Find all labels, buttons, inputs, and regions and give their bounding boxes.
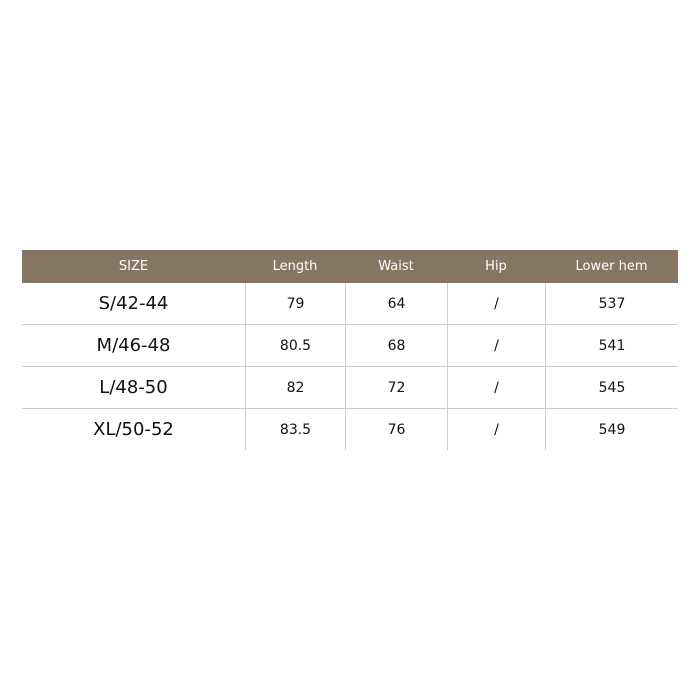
- size-chart-table: SIZE Length Waist Hip Lower hem S/42-44 7…: [22, 250, 678, 450]
- cell-length: 82: [245, 367, 345, 408]
- table-header: SIZE Length Waist Hip Lower hem: [22, 250, 678, 283]
- cell-waist: 76: [345, 409, 447, 450]
- header-waist: Waist: [378, 259, 414, 274]
- cell-lower-hem: 545: [545, 367, 678, 408]
- cell-lower-hem: 549: [545, 409, 678, 450]
- cell-length: 79: [245, 283, 345, 324]
- cell-lower-hem: 537: [545, 283, 678, 324]
- cell-waist: 64: [345, 283, 447, 324]
- header-hip: Hip: [485, 259, 507, 274]
- cell-lower-hem: 541: [545, 325, 678, 366]
- cell-size: XL/50-52: [93, 419, 174, 440]
- cell-size: L/48-50: [99, 377, 168, 398]
- cell-waist: 68: [345, 325, 447, 366]
- cell-hip: /: [447, 325, 545, 366]
- cell-length: 83.5: [245, 409, 345, 450]
- table-row: XL/50-52 83.5 76/549: [22, 409, 678, 450]
- cell-hip: /: [447, 409, 545, 450]
- cell-size: M/46-48: [96, 335, 171, 356]
- cell-size: S/42-44: [98, 293, 169, 314]
- cell-waist: 72: [345, 367, 447, 408]
- header-size: SIZE: [118, 259, 149, 274]
- header-lower-hem: Lower hem: [575, 259, 648, 274]
- table-row: S/42-44 79 64/537: [22, 283, 678, 325]
- table-row: M/46-48 80.5 68/541: [22, 325, 678, 367]
- cell-hip: /: [447, 367, 545, 408]
- table-row: L/48-50 82 72/545: [22, 367, 678, 409]
- cell-hip: /: [447, 283, 545, 324]
- header-length: Length: [272, 259, 318, 274]
- cell-length: 80.5: [245, 325, 345, 366]
